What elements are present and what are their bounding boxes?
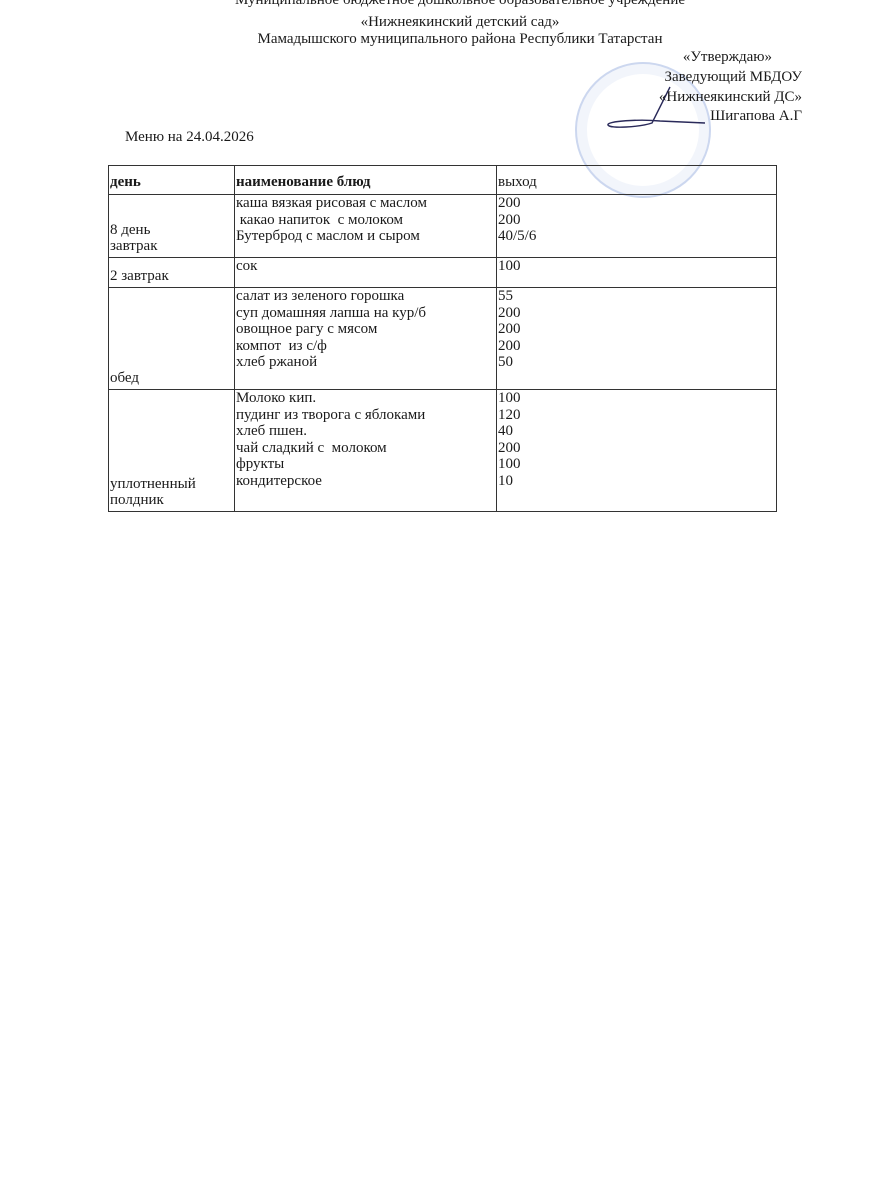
dish-yield: 200 — [498, 439, 521, 456]
day-cell: 2 завтрак — [108, 257, 235, 288]
dish-yield: 200 — [498, 321, 521, 338]
header-day: день — [108, 165, 235, 195]
approval-line3: «Нижнеякинский ДС» — [658, 89, 802, 105]
table-row: 8 день завтрак каша вязкая рисовая с масло… — [108, 194, 777, 258]
dish-name: сок — [236, 258, 258, 274]
yield-cell: 100 120 40 200 100 10 — [496, 389, 777, 512]
dishes-cell: салат из зеленого горошка суп домашняя ла… — [234, 287, 497, 390]
dish-yield: 200 — [498, 211, 521, 228]
day-cell: обед — [108, 287, 235, 390]
table-row: обед салат из зеленого горошка суп домашня… — [108, 287, 777, 390]
dish-name: компот из с/ф — [236, 337, 327, 354]
meal-label: полдник — [110, 492, 164, 509]
menu-table: день наименование блюд выход 8 день завтр… — [108, 165, 777, 512]
dish-yield: 200 — [498, 195, 521, 211]
yield-cell: 55 200 200 200 50 — [496, 287, 777, 390]
dish-name: Бутерброд с маслом и сыром — [236, 228, 420, 245]
dishes-cell: сок — [234, 257, 497, 288]
menu-title: Меню на 24.04.2026 — [125, 129, 254, 145]
dish-yield: 40/5/6 — [498, 228, 537, 245]
dish-yield: 100 — [498, 390, 521, 406]
dish-name: фрукты — [236, 456, 285, 473]
approval-line4: Шигапова А.Г — [710, 108, 802, 124]
dish-name: хлеб пшен. — [236, 423, 308, 440]
approval-line1: «Утверждаю» — [682, 49, 772, 65]
dishes-cell: Молоко кип. пудинг из творога с яблоками х… — [234, 389, 497, 512]
header-yield: выход — [496, 165, 777, 195]
dish-yield: 55 — [498, 288, 513, 304]
dish-yield: 10 — [498, 472, 513, 489]
org-name-line2: «Нижнеякинский детский сад» — [360, 14, 560, 30]
dish-yield: 100 — [498, 258, 521, 274]
meal-label: 8 день — [110, 221, 151, 238]
dish-name: Молоко кип. — [236, 390, 317, 406]
dish-yield: 50 — [498, 354, 513, 371]
table-header-row: день наименование блюд выход — [108, 165, 777, 195]
org-name-line3: Мамадышского муниципального района Респу… — [257, 31, 663, 47]
meal-label: уплотненный — [110, 475, 196, 492]
dish-yield: 100 — [498, 456, 521, 473]
dish-name: какао напиток с молоком — [236, 211, 404, 228]
dish-name: кондитерское — [236, 472, 322, 489]
dish-yield: 200 — [498, 304, 521, 321]
dish-name: салат из зеленого горошка — [236, 288, 405, 304]
yield-cell: 200 200 40/5/6 — [496, 194, 777, 258]
header-dish: наименование блюд — [234, 165, 497, 195]
dishes-cell: каша вязкая рисовая с маслом какао напит… — [234, 194, 497, 258]
org-name-line1: Муниципальное бюджетное дошкольное образ… — [235, 0, 685, 8]
meal-label: 2 завтрак — [110, 268, 169, 285]
approval-line2: Заведующий МБДОУ — [664, 69, 802, 85]
meal-label: обед — [110, 370, 140, 387]
dish-name: суп домашняя лапша на кур/б — [236, 304, 426, 321]
dish-yield: 40 — [498, 423, 513, 440]
yield-cell: 100 — [496, 257, 777, 288]
table-row: уплотненный полдник Молоко кип. пудинг из т… — [108, 389, 777, 512]
meal-label: завтрак — [110, 238, 158, 255]
dish-name: каша вязкая рисовая с маслом — [236, 195, 427, 211]
day-cell: 8 день завтрак — [108, 194, 235, 258]
dish-yield: 120 — [498, 406, 521, 423]
dish-name: пудинг из творога с яблоками — [236, 406, 426, 423]
signature — [607, 86, 706, 128]
dish-yield: 200 — [498, 337, 521, 354]
day-cell: уплотненный полдник — [108, 389, 235, 512]
dish-name: чай сладкий с молоком — [236, 439, 387, 456]
dish-name: овощное рагу с мясом — [236, 321, 378, 338]
table-row: 2 завтрак сок 100 — [108, 257, 777, 288]
dish-name: хлеб ржаной — [236, 354, 318, 371]
